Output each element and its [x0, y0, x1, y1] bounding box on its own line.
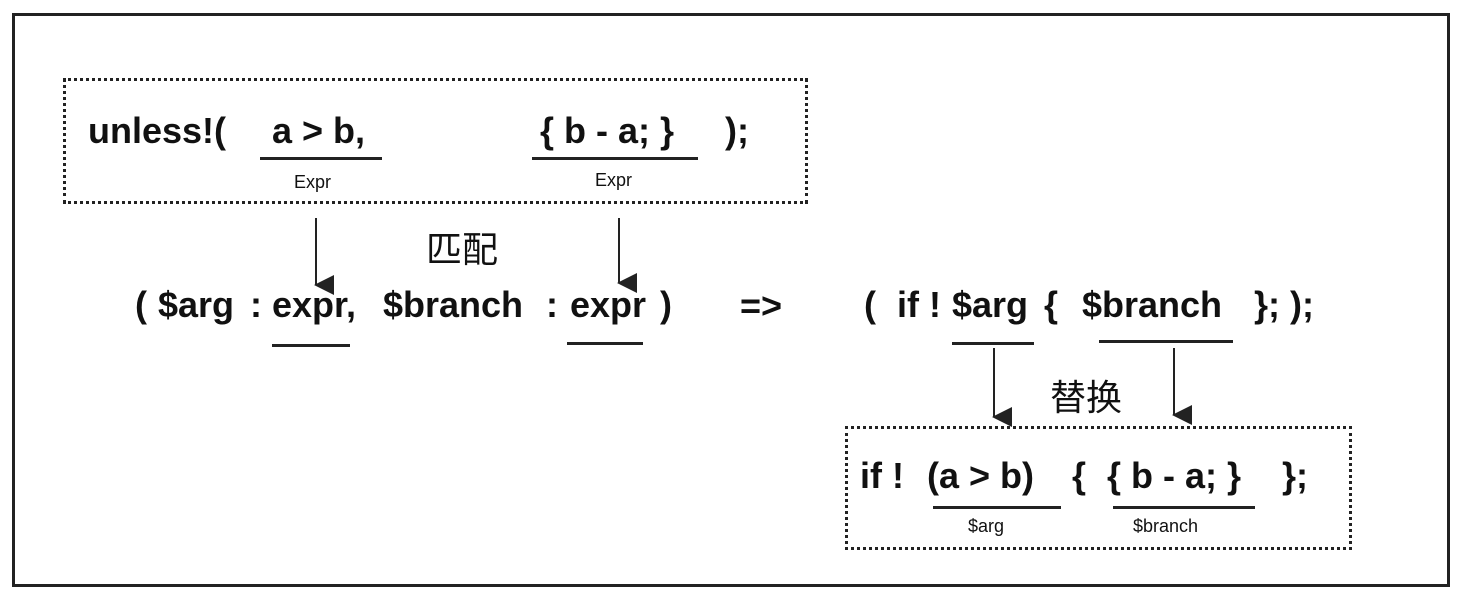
- replace-label: 替换: [1050, 377, 1123, 418]
- expansion-brace-open: {: [1044, 284, 1059, 325]
- expansion-arg-underline: [952, 342, 1034, 345]
- macro-close: );: [725, 110, 749, 151]
- macro-call-box: [63, 78, 808, 204]
- expansion-arg-var: $arg: [952, 284, 1029, 325]
- result-if-not: if !: [860, 455, 904, 496]
- result-condition: (a > b): [927, 455, 1035, 496]
- result-branch-underline: [1113, 506, 1255, 509]
- expansion-branch-underline: [1099, 340, 1233, 343]
- pattern-arg-var: $arg: [158, 284, 235, 325]
- pattern-close-paren: ): [660, 284, 672, 325]
- result-close: };: [1282, 455, 1308, 496]
- pattern-colon-1: :: [250, 284, 262, 325]
- macro-name: unless!(: [88, 110, 227, 151]
- pattern-branch-var: $branch: [383, 284, 524, 325]
- expansion-close: }; );: [1254, 284, 1314, 325]
- result-branch-label: $branch: [1133, 516, 1199, 536]
- result-arg-label: $arg: [968, 516, 1005, 536]
- macro-arg1: a > b,: [272, 110, 366, 151]
- arg2-underline: [532, 157, 698, 160]
- expansion-open-paren: (: [864, 284, 876, 325]
- result-cond-underline: [933, 506, 1061, 509]
- result-brace-open: {: [1072, 455, 1087, 496]
- diagram-frame: [12, 13, 1450, 587]
- rewrite-arrow: =>: [740, 285, 783, 326]
- macro-arg2: { b - a; }: [540, 110, 675, 151]
- result-box: [845, 426, 1352, 550]
- expansion-branch-var: $branch: [1082, 284, 1223, 325]
- arg1-label: Expr: [294, 172, 332, 192]
- result-branch: { b - a; }: [1107, 455, 1242, 496]
- arg1-underline: [260, 157, 382, 160]
- expansion-if-not: if !: [897, 284, 941, 325]
- pattern-colon-2: :: [546, 284, 558, 325]
- match-label: 匹配: [426, 229, 499, 270]
- arg2-label: Expr: [595, 170, 633, 190]
- type2-underline: [567, 342, 643, 345]
- type1-underline: [272, 344, 350, 347]
- pattern-open-paren: (: [135, 284, 147, 325]
